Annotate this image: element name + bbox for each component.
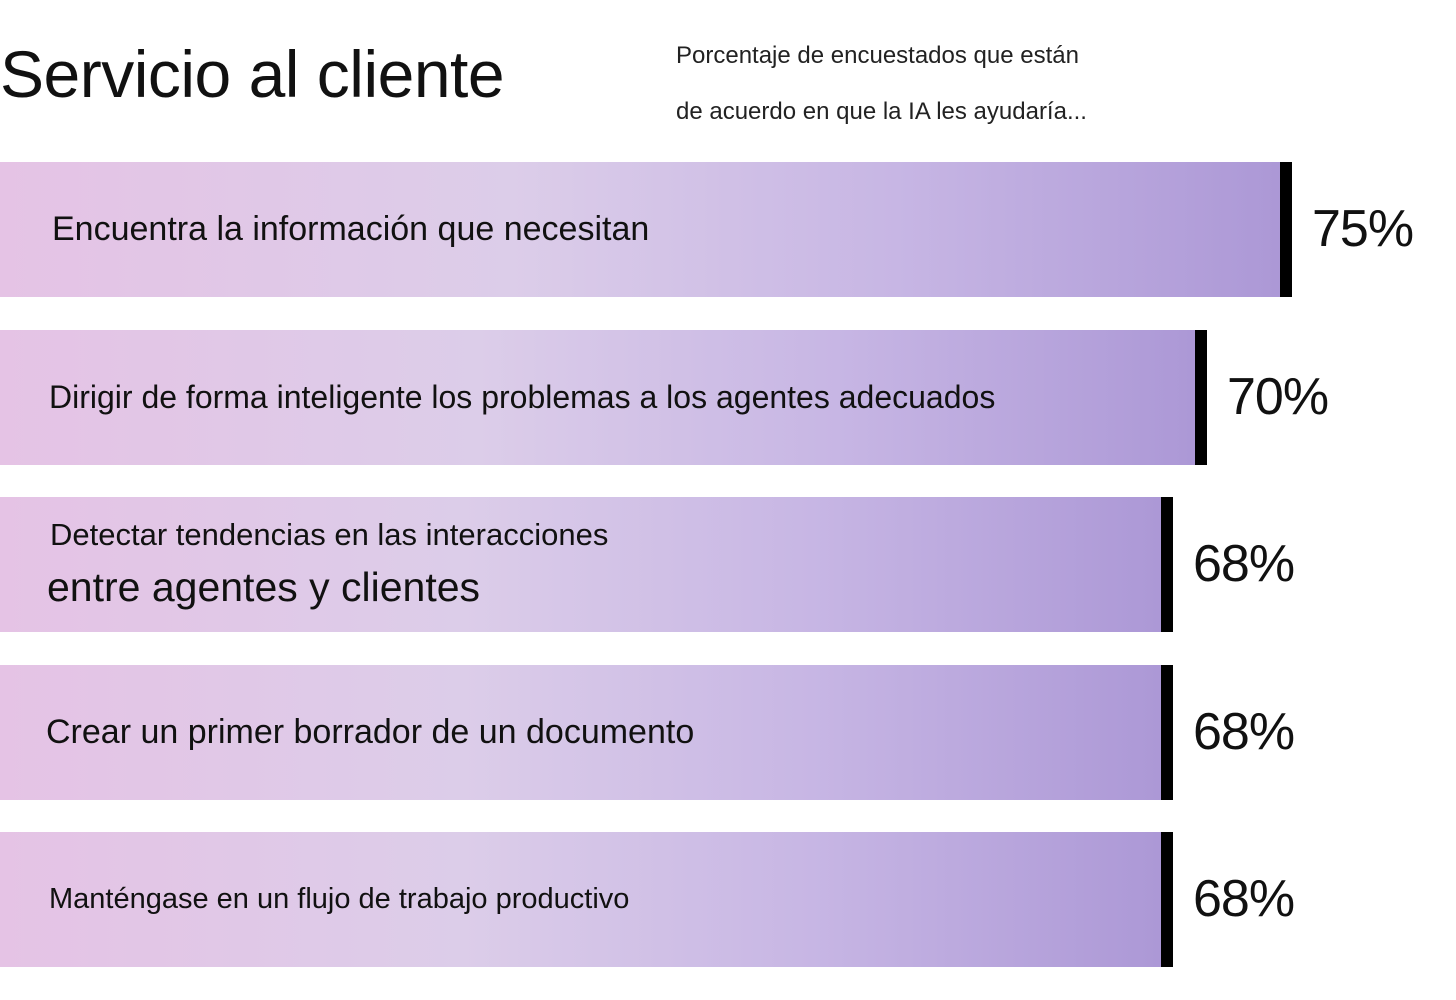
bar-value-label: 68% (1193, 870, 1295, 928)
bar (0, 832, 1173, 967)
chart-subtitle: Porcentaje de encuestados que están de a… (676, 28, 1087, 140)
chart-title: Servicio al cliente (0, 37, 505, 111)
bar-end-marker (1161, 664, 1173, 800)
bar-end-marker (1161, 497, 1173, 632)
bar (0, 162, 1292, 297)
bar-category-label: Manténgase en un flujo de trabajo produc… (49, 883, 630, 915)
bar (0, 664, 1173, 800)
bar-category-label: Crear un primer borrador de un documento (46, 712, 695, 751)
bar-end-marker (1161, 832, 1173, 967)
bar-category-label: Detectar tendencias en las interacciones… (47, 517, 609, 610)
bar (0, 497, 1173, 632)
bar (0, 329, 1207, 465)
subtitle-line-2: de acuerdo en que la IA les ayudaría... (676, 98, 1087, 125)
bar-value-label: 70% (1227, 367, 1329, 426)
bar-end-marker (1195, 329, 1207, 465)
bar-value-label: 68% (1193, 535, 1295, 593)
bar-category-label: Dirigir de forma inteligente los problem… (49, 378, 996, 415)
bar-end-marker (1280, 162, 1292, 297)
subtitle-line-1: Porcentaje de encuestados que están (676, 42, 1079, 69)
bar-value-label: 68% (1193, 702, 1295, 761)
bar-category-label: Encuentra la información que necesitan (52, 210, 650, 248)
bar-value-label: 75% (1312, 200, 1414, 258)
